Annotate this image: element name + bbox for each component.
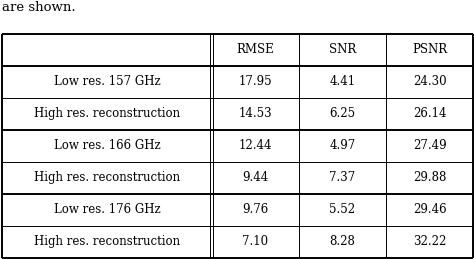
Text: SNR: SNR	[329, 43, 356, 56]
Text: 12.44: 12.44	[238, 139, 272, 152]
Text: 6.25: 6.25	[329, 107, 356, 120]
Text: RMSE: RMSE	[237, 43, 274, 56]
Text: 26.14: 26.14	[413, 107, 446, 120]
Text: 32.22: 32.22	[413, 235, 446, 248]
Text: High res. reconstruction: High res. reconstruction	[34, 235, 180, 248]
Text: 9.76: 9.76	[242, 203, 268, 216]
Text: 4.97: 4.97	[329, 139, 356, 152]
Text: High res. reconstruction: High res. reconstruction	[34, 171, 180, 184]
Text: 24.30: 24.30	[413, 75, 447, 88]
Text: Low res. 157 GHz: Low res. 157 GHz	[54, 75, 160, 88]
Text: High res. reconstruction: High res. reconstruction	[34, 107, 180, 120]
Text: 14.53: 14.53	[238, 107, 272, 120]
Text: 29.46: 29.46	[413, 203, 447, 216]
Text: are shown.: are shown.	[2, 1, 76, 14]
Text: 29.88: 29.88	[413, 171, 446, 184]
Text: 7.10: 7.10	[242, 235, 268, 248]
Text: Low res. 166 GHz: Low res. 166 GHz	[54, 139, 160, 152]
Text: 8.28: 8.28	[329, 235, 356, 248]
Text: 17.95: 17.95	[238, 75, 272, 88]
Text: PSNR: PSNR	[412, 43, 447, 56]
Text: 9.44: 9.44	[242, 171, 268, 184]
Text: Low res. 176 GHz: Low res. 176 GHz	[54, 203, 160, 216]
Text: 27.49: 27.49	[413, 139, 447, 152]
Text: 7.37: 7.37	[329, 171, 356, 184]
Text: 4.41: 4.41	[329, 75, 356, 88]
Text: 5.52: 5.52	[329, 203, 356, 216]
